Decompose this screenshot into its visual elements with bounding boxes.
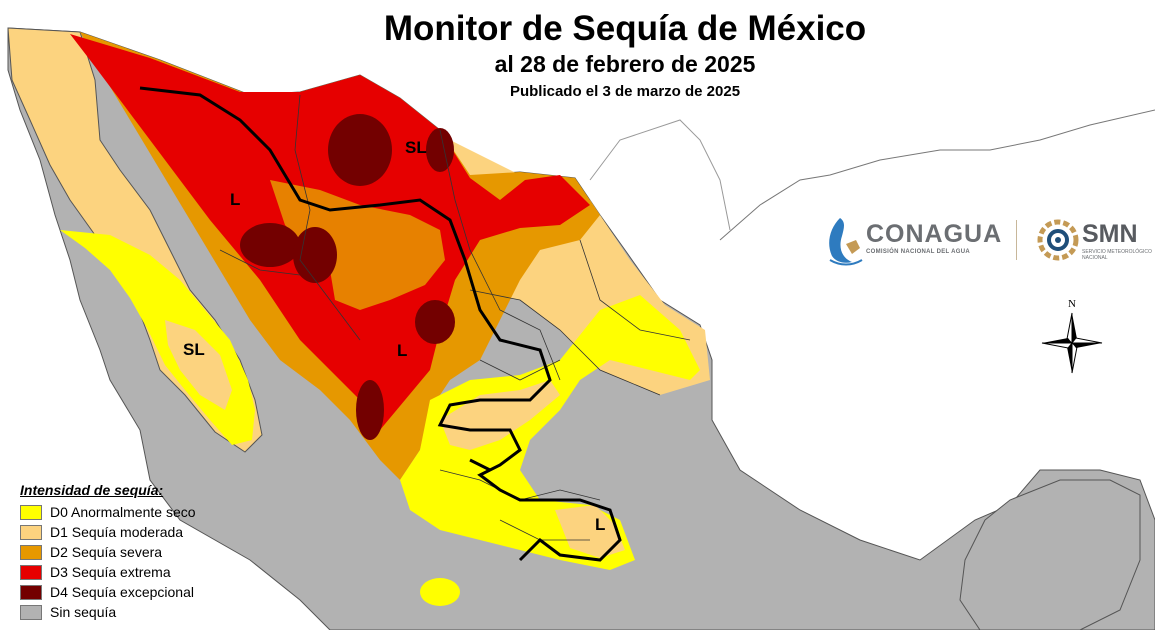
legend-label-no-drought: Sin sequía [50,604,117,620]
impact-label-sl-north: SL [405,138,427,157]
smn-subtitle: SERVICIO METEOROLÓGICO NACIONAL [1082,249,1152,261]
legend-label-d1: D1 Sequía moderada [50,524,184,540]
legend-swatch-d1 [20,524,42,540]
state-borders [219,94,691,541]
compass-north-label: N [1068,298,1076,310]
legend-label-d2: D2 Sequía severa [50,544,163,560]
logos: CONAGUA COMISIÓN NACIONAL DEL AGUA SMN S… [824,212,1152,266]
legend-item-d2: D2 Sequía severa [20,542,270,562]
smn-logo-icon [1037,219,1079,261]
south-d1 [555,505,625,558]
impact-label-l-south: L [595,515,606,534]
legend-title: Intensidad de sequía: [20,482,164,498]
logo-divider [1016,220,1017,260]
d4-patch-sonora-1 [240,223,300,267]
legend-item-d4: D4 Sequía excepcional [20,582,270,602]
compass-icon: N [1041,298,1103,374]
legend-swatch-d2 [20,544,42,560]
conagua-name: CONAGUA [866,220,1003,248]
impact-boundaries [139,86,622,562]
d4-patch-sinaloa [356,380,384,440]
smn-name: SMN [1082,220,1138,248]
legend: Intensidad de sequía: D0 Anormalmente se… [20,482,270,622]
central-d0 [400,295,700,570]
legend-item-no-drought: Sin sequía [20,602,270,622]
legend-item-d1: D1 Sequía moderada [20,522,270,542]
legend-swatch-d4 [20,584,42,600]
central-d1 [440,380,560,450]
yucatan-land [959,479,1141,631]
legend-item-d0: D0 Anormalmente seco [20,502,270,522]
legend-swatch-d3 [20,564,42,580]
conagua-logo-icon [829,218,863,266]
us-border [589,119,731,231]
title-block: Monitor de Sequía de México al 28 de feb… [0,8,1155,104]
legend-label-d4: D4 Sequía excepcional [50,584,194,600]
map-published: Publicado el 3 de marzo de 2025 [509,83,741,100]
mainland-d2-band [270,180,445,310]
d4-patch-border [426,128,454,172]
impact-label-sl-baja: SL [183,340,205,359]
legend-swatch-d0 [20,504,42,520]
baja-d1-patch [165,320,232,410]
d4-patch-chihuahua [328,114,392,186]
us-gulf-coast [719,109,1155,241]
conagua-subtitle: COMISIÓN NACIONAL DEL AGUA [866,249,971,255]
legend-label-d3: D3 Sequía extrema [50,564,171,580]
map-date: al 28 de febrero de 2025 [494,51,756,77]
d0-patch-southwest [420,578,460,606]
legend-label-d0: D0 Anormalmente seco [50,504,196,520]
impact-label-l-northwest: L [230,190,241,209]
legend-swatch-no-drought [20,604,42,620]
d4-patch-durango [415,300,455,344]
impact-label-l-center: L [397,341,408,360]
legend-item-d3: D3 Sequía extrema [20,562,270,582]
map-title: Monitor de Sequía de México [383,9,867,48]
